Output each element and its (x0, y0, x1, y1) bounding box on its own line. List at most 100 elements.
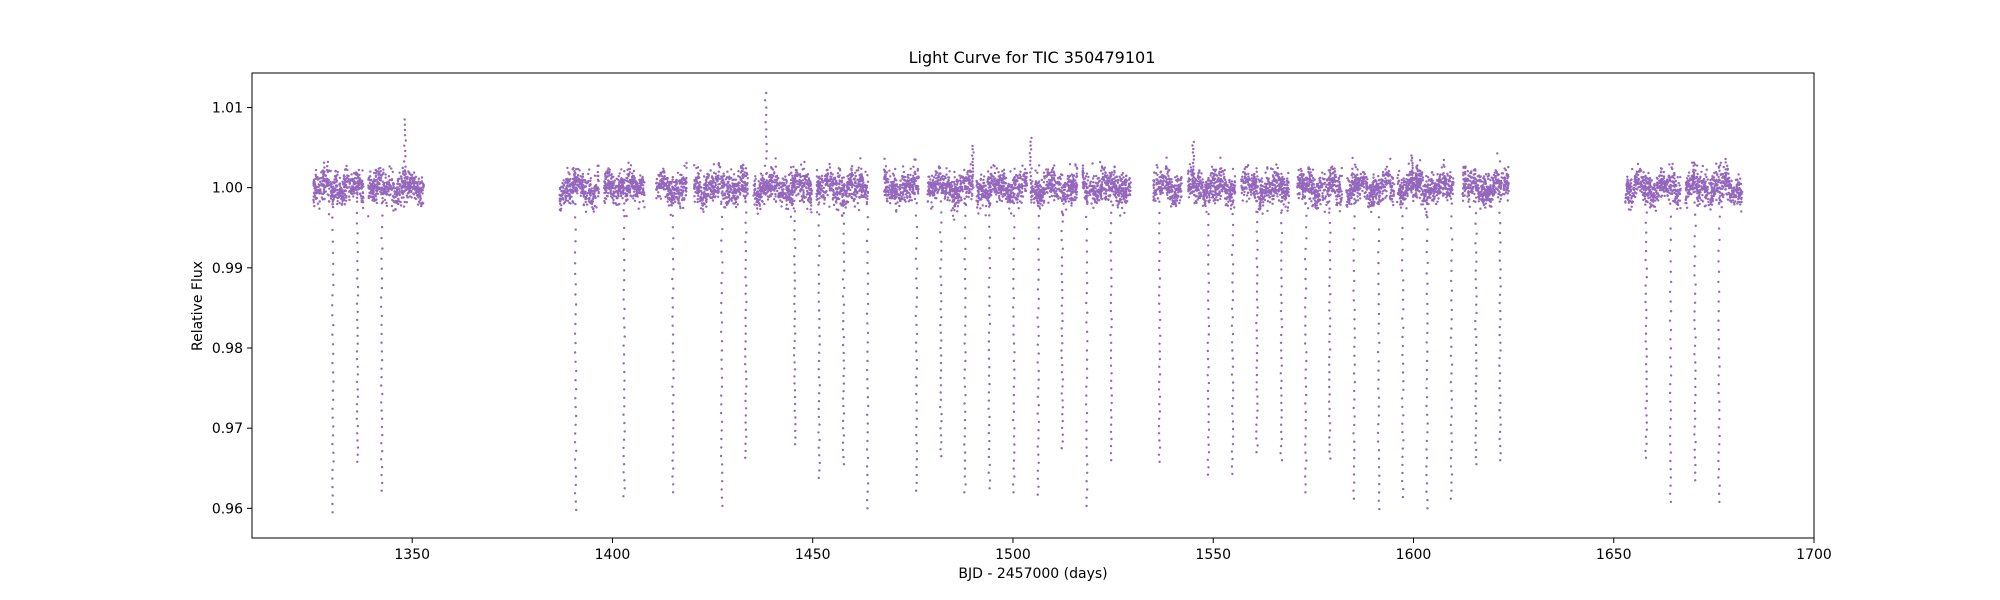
flux-point (1013, 167, 1016, 170)
flux-point (1030, 198, 1033, 201)
flux-point (633, 187, 636, 191)
flux-point (665, 187, 668, 190)
flux-point (697, 194, 700, 197)
flux-point (333, 178, 336, 181)
flux-point (705, 188, 708, 192)
flux-point (708, 195, 711, 198)
flux-point (823, 198, 826, 201)
flux-point (1122, 198, 1125, 201)
flux-point (755, 192, 758, 196)
flux-point (990, 188, 993, 192)
flux-point (1094, 181, 1098, 184)
flux-point (894, 185, 897, 188)
flux-point (1037, 164, 1041, 167)
flux-point (318, 188, 321, 191)
flux-point (588, 168, 591, 171)
flux-point (409, 179, 412, 183)
flux-point (416, 187, 419, 190)
flux-point (405, 188, 408, 192)
flux-point (562, 183, 566, 187)
flux-point (1178, 201, 1181, 205)
flux-point (733, 194, 736, 197)
flux-point (1171, 185, 1175, 188)
flux-point (659, 172, 663, 175)
flux-point (721, 178, 724, 182)
flux-point (358, 192, 362, 195)
flux-point (612, 202, 615, 205)
flux-point (1048, 173, 1051, 176)
flux-point (356, 191, 359, 194)
flux-point (347, 179, 350, 182)
flux-point (329, 197, 333, 200)
flux-point (682, 185, 686, 188)
flux-point (744, 182, 748, 185)
flux-point (1119, 191, 1122, 195)
flux-point (345, 164, 348, 168)
flux-point (361, 169, 364, 172)
flux-point (670, 204, 674, 207)
flux-point (1087, 175, 1090, 179)
flux-point (830, 175, 833, 178)
flux-point (774, 157, 777, 160)
flux-point (681, 189, 685, 192)
flux-point (831, 181, 834, 184)
flux-point (720, 200, 723, 203)
flux-point (606, 182, 609, 185)
flux-point (1085, 172, 1089, 175)
flux-point (826, 193, 829, 197)
flux-point (914, 172, 917, 176)
flux-point (637, 192, 640, 195)
flux-point (965, 190, 968, 193)
flux-point (853, 187, 857, 191)
flux-point (982, 178, 985, 182)
flux-point (822, 186, 825, 190)
flux-point (348, 195, 351, 198)
flux-point (571, 168, 574, 171)
flux-point (926, 200, 929, 203)
flux-point (866, 174, 869, 177)
flux-point (759, 186, 762, 189)
flux-point (1053, 172, 1056, 175)
flux-point (1016, 192, 1020, 195)
flux-point (713, 185, 717, 189)
flux-point (331, 198, 334, 202)
flux-point (638, 182, 641, 185)
flux-point (894, 193, 897, 196)
flux-point (1116, 181, 1120, 184)
flux-point (1037, 181, 1040, 185)
flux-point (775, 174, 778, 178)
flux-point (335, 180, 338, 183)
flux-point (810, 192, 813, 196)
flux-point (608, 174, 611, 177)
flux-point (815, 198, 818, 201)
flux-point (711, 189, 714, 193)
flux-point (735, 198, 738, 201)
flux-point (996, 191, 999, 194)
flux-point (969, 170, 972, 174)
flux-point (1123, 180, 1127, 183)
flux-point (626, 184, 629, 187)
flux-point (361, 201, 365, 204)
flux-point (685, 161, 688, 165)
flux-point (744, 174, 748, 178)
flux-point (327, 200, 331, 203)
flux-point (1105, 180, 1108, 183)
flux-point (614, 185, 618, 189)
flux-point (911, 188, 915, 191)
flux-point (809, 197, 812, 200)
flux-point (336, 170, 339, 174)
flux-point (414, 175, 418, 178)
flux-point (859, 184, 862, 187)
flux-point (889, 175, 892, 178)
flux-point (837, 167, 840, 170)
flux-point (864, 196, 867, 199)
flux-point (1030, 201, 1033, 204)
flux-point (1033, 196, 1037, 200)
flux-point (803, 160, 806, 164)
flux-point (1055, 181, 1058, 185)
flux-point (1099, 185, 1102, 188)
flux-point (412, 171, 416, 174)
flux-point (726, 182, 730, 185)
flux-point (610, 186, 613, 190)
flux-point (417, 177, 420, 180)
